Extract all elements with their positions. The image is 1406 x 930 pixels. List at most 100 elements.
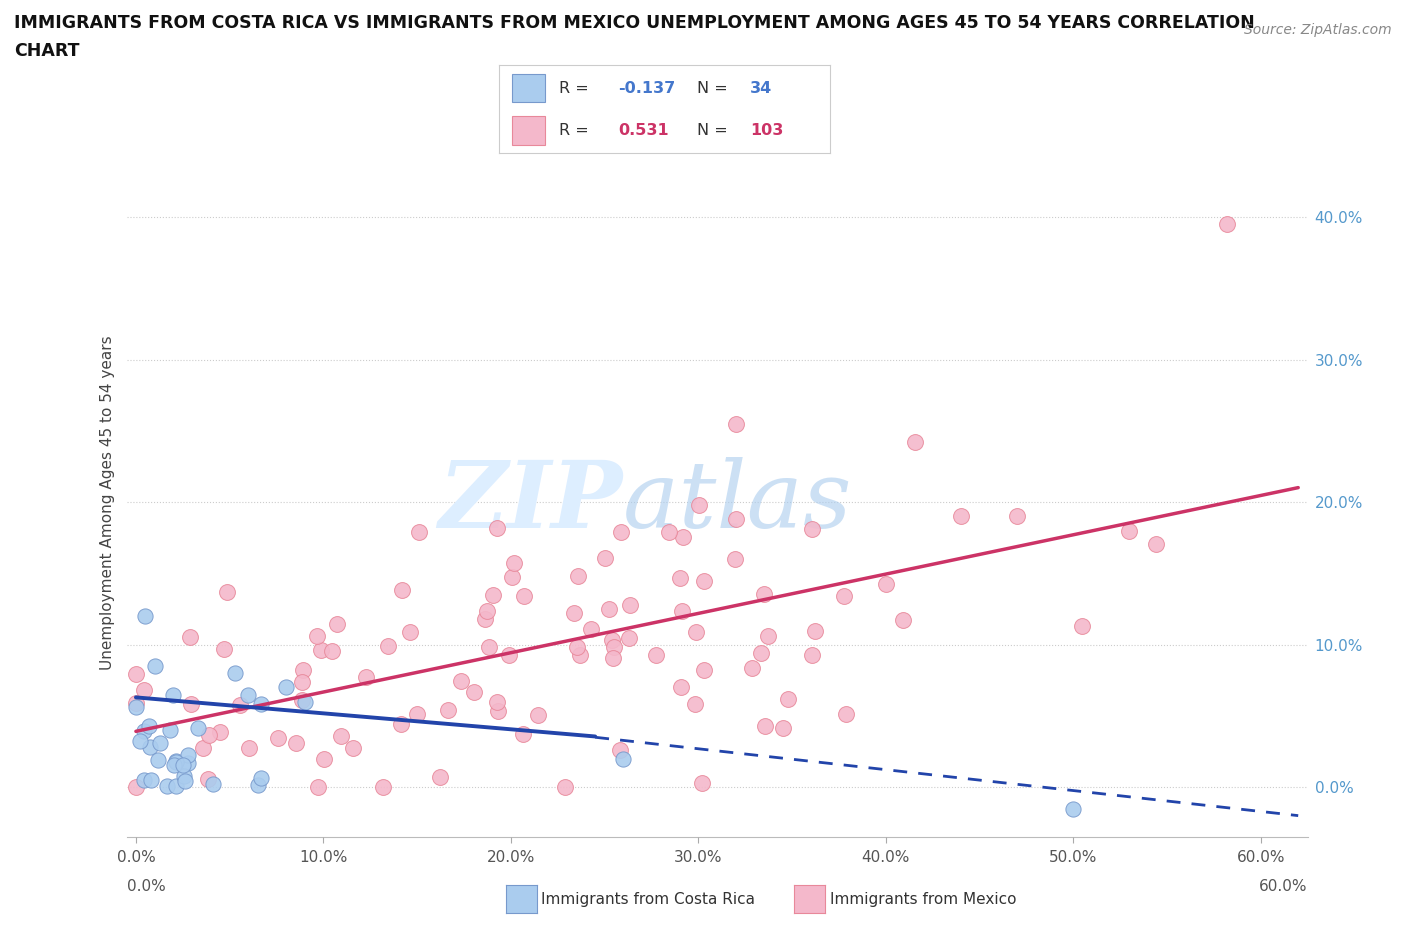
Point [250, 771, 273, 786]
Point [429, 769, 451, 784]
Point [450, 674, 472, 689]
Point [609, 525, 631, 539]
Point [671, 680, 693, 695]
Point [191, 740, 214, 755]
Point [835, 707, 858, 722]
Point [187, 721, 209, 736]
Point [294, 694, 316, 709]
Point [179, 629, 201, 644]
Point [143, 658, 166, 673]
Point [408, 525, 430, 539]
Point [250, 697, 273, 711]
Text: N =: N = [697, 123, 734, 138]
Point [1144, 537, 1167, 551]
Point [567, 569, 589, 584]
Point [399, 624, 422, 639]
Point [208, 724, 231, 739]
Text: R =: R = [558, 81, 593, 96]
Point [645, 648, 668, 663]
Point [291, 693, 314, 708]
Point [139, 773, 162, 788]
Point [683, 697, 706, 711]
Text: 0.531: 0.531 [619, 123, 669, 138]
Point [1118, 524, 1140, 538]
Point [165, 778, 187, 793]
Point [690, 776, 713, 790]
Point [602, 651, 624, 666]
Point [502, 555, 524, 570]
Point [512, 588, 534, 603]
Point [202, 777, 225, 791]
Point [612, 751, 634, 766]
Point [617, 631, 640, 645]
Point [501, 569, 523, 584]
Y-axis label: Unemployment Among Ages 45 to 54 years: Unemployment Among Ages 45 to 54 years [100, 335, 115, 670]
Point [485, 521, 508, 536]
Point [309, 643, 332, 658]
Point [949, 509, 972, 524]
Point [602, 632, 624, 647]
Point [478, 639, 501, 654]
Point [174, 773, 197, 788]
Point [724, 551, 747, 566]
FancyBboxPatch shape [512, 74, 546, 102]
Point [668, 571, 690, 586]
Point [891, 613, 914, 628]
Point [321, 644, 343, 658]
Point [267, 730, 290, 745]
Point [598, 601, 620, 616]
Point [162, 687, 184, 702]
Point [156, 778, 179, 793]
Point [481, 588, 503, 603]
Point [752, 587, 775, 602]
Point [437, 702, 460, 717]
Point [238, 687, 260, 702]
Text: IMMIGRANTS FROM COSTA RICA VS IMMIGRANTS FROM MEXICO UNEMPLOYMENT AMONG AGES 45 : IMMIGRANTS FROM COSTA RICA VS IMMIGRANTS… [14, 14, 1254, 32]
Point [139, 739, 162, 754]
Point [148, 736, 170, 751]
Text: ZIP: ZIP [439, 458, 623, 547]
Point [832, 589, 855, 604]
Point [685, 624, 707, 639]
Point [527, 708, 550, 723]
Point [800, 522, 823, 537]
Point [246, 777, 269, 792]
Point [176, 748, 198, 763]
Point [486, 704, 509, 719]
Point [562, 606, 585, 621]
Point [292, 663, 315, 678]
Point [212, 642, 235, 657]
Point [125, 699, 148, 714]
Point [163, 757, 186, 772]
Text: 0.0%: 0.0% [127, 879, 166, 894]
Text: atlas: atlas [623, 458, 852, 547]
Point [619, 598, 641, 613]
Text: Source: ZipAtlas.com: Source: ZipAtlas.com [1244, 23, 1392, 37]
Point [498, 647, 520, 662]
Point [371, 779, 394, 794]
Point [671, 604, 693, 618]
Point [569, 647, 592, 662]
Point [778, 692, 800, 707]
Point [756, 629, 779, 644]
Point [305, 629, 328, 644]
FancyBboxPatch shape [512, 116, 546, 145]
Text: 34: 34 [751, 81, 772, 96]
Point [326, 617, 349, 631]
Point [138, 719, 160, 734]
Point [754, 718, 776, 733]
Point [567, 640, 589, 655]
Point [658, 525, 681, 539]
Text: 103: 103 [751, 123, 783, 138]
Text: Immigrants from Costa Rica: Immigrants from Costa Rica [541, 892, 755, 907]
Text: N =: N = [697, 81, 734, 96]
Point [693, 662, 716, 677]
Point [180, 697, 202, 711]
Point [274, 680, 297, 695]
Point [475, 604, 498, 618]
Point [1071, 618, 1094, 633]
Point [215, 585, 238, 600]
Point [1005, 509, 1028, 524]
Point [172, 758, 194, 773]
Point [165, 753, 187, 768]
